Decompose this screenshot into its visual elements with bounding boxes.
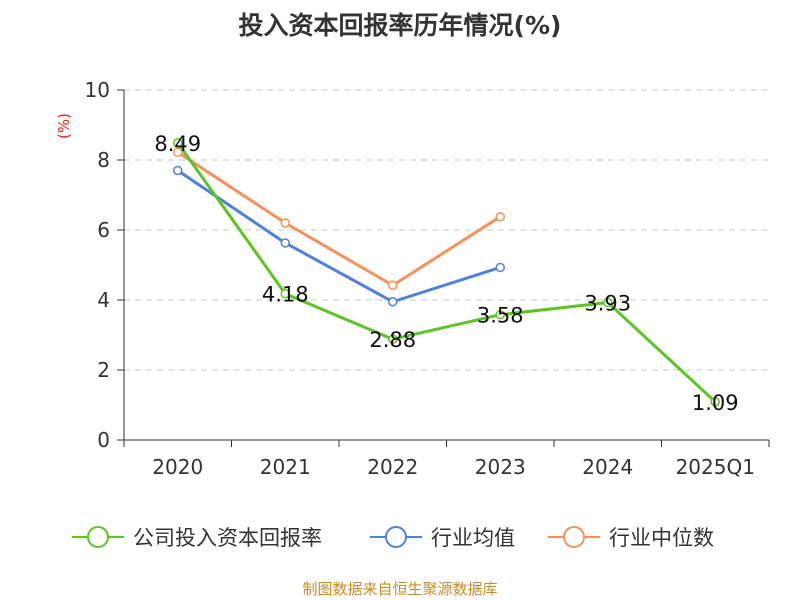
y-tick-label: 10 (85, 78, 110, 102)
legend-marker (385, 526, 407, 548)
data-point (280, 288, 290, 299)
data-label: 4.18 (262, 283, 309, 307)
legend-label: 行业均值 (431, 526, 515, 550)
legend-marker (563, 526, 585, 548)
data-label: 3.93 (584, 291, 631, 315)
data-point (173, 138, 183, 148)
legend-label: 公司投入资本回报率 (133, 526, 322, 550)
data-point (495, 262, 505, 273)
data-point (173, 147, 183, 158)
data-point (388, 334, 398, 344)
y-tick-label: 6 (97, 218, 110, 242)
chart-title: 投入资本回报率历年情况(%) (238, 11, 562, 40)
legend-label: 行业中位数 (609, 526, 714, 550)
data-point (603, 297, 613, 308)
y-tick-label: 2 (97, 358, 110, 382)
y-tick-label: 4 (97, 288, 110, 312)
x-tick-label: 2025Q1 (676, 455, 755, 479)
x-tick-label: 2020 (152, 455, 203, 479)
y-tick-label: 0 (97, 428, 110, 452)
x-tick-label: 2022 (367, 455, 418, 479)
data-point (173, 165, 183, 176)
series-line (176, 151, 502, 287)
data-point (495, 211, 505, 222)
x-tick-label: 2023 (475, 455, 526, 479)
data-point (388, 297, 398, 307)
data-label: 8.49 (154, 132, 201, 156)
data-point (495, 309, 505, 320)
data-point (280, 218, 290, 228)
data-point (388, 280, 398, 291)
y-tick-label: 8 (97, 148, 110, 172)
data-label: 3.58 (477, 304, 524, 328)
data-point (710, 397, 720, 407)
series-line (176, 141, 717, 403)
x-tick-label: 2024 (582, 455, 633, 479)
x-tick-label: 2021 (260, 455, 311, 479)
y-axis-label: (%) (55, 113, 73, 139)
series-line (176, 169, 501, 304)
data-label: 1.09 (692, 391, 739, 415)
legend-marker (87, 526, 109, 548)
data-label: 2.88 (369, 328, 416, 352)
source-note: 制图数据来自恒生聚源数据库 (302, 580, 498, 598)
data-point (280, 238, 290, 248)
